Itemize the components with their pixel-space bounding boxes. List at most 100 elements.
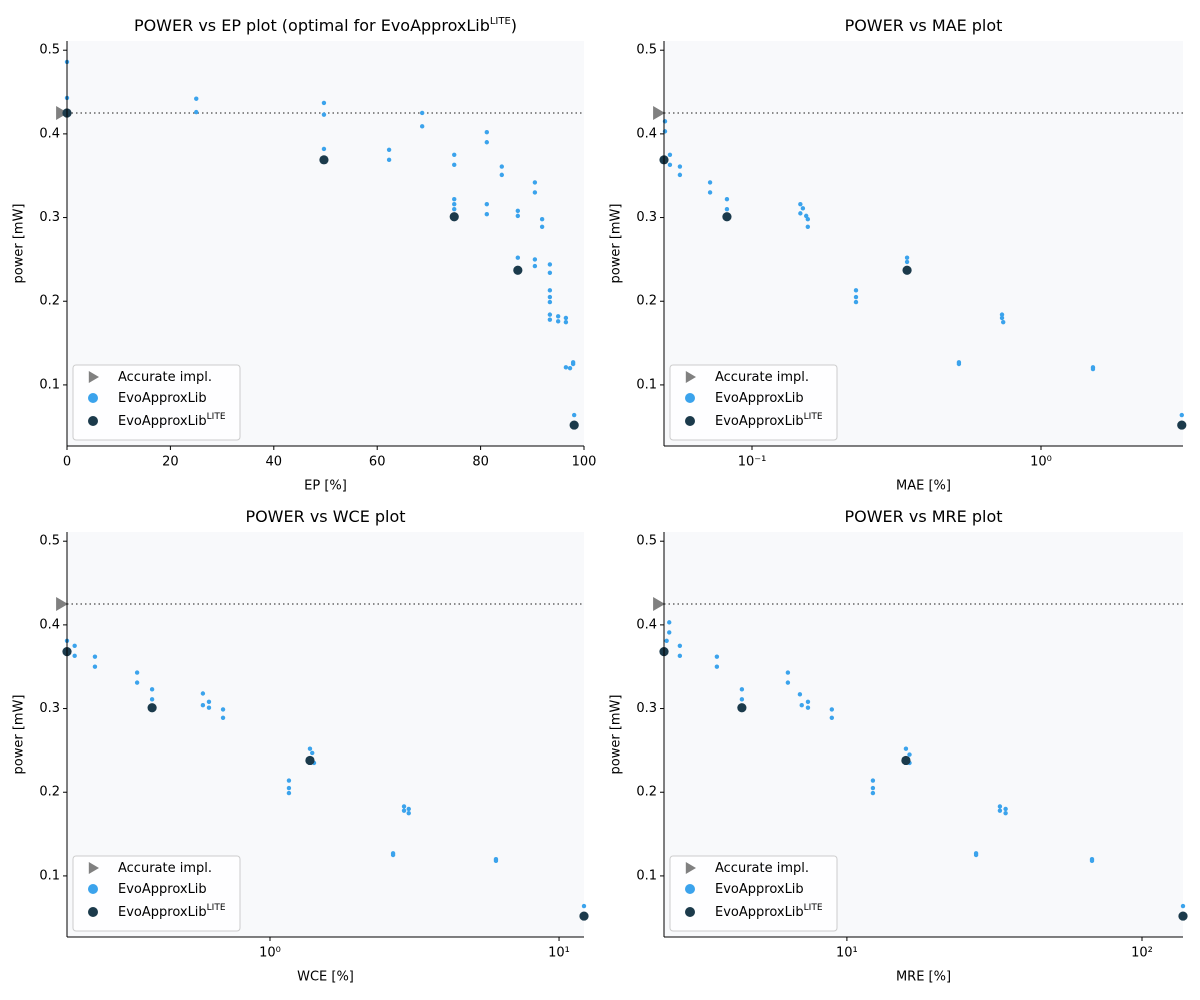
y-axis-label: power [mW] — [609, 204, 624, 284]
optimal-point — [1177, 420, 1187, 430]
accurate-marker — [653, 596, 665, 611]
legend-marker — [88, 393, 98, 403]
legend-label-part: EvoApproxLib — [715, 414, 804, 429]
point — [493, 858, 499, 864]
point — [739, 697, 745, 702]
point — [484, 140, 490, 145]
point — [149, 697, 155, 702]
point — [798, 201, 803, 207]
x-axis-label: MAE [%] — [896, 479, 951, 494]
point — [390, 852, 396, 858]
point — [539, 217, 545, 222]
point — [72, 643, 77, 649]
point — [452, 196, 457, 202]
chart-title: POWER vs WCE plot — [245, 507, 405, 526]
point — [829, 715, 835, 720]
y-tick-label: 0.2 — [39, 294, 60, 309]
point — [134, 680, 140, 685]
chart-title: POWER vs MRE plot — [844, 507, 1002, 526]
point — [904, 259, 910, 265]
optimal-point — [513, 265, 523, 275]
point — [870, 785, 876, 791]
x-tick-label: 10⁰ — [259, 946, 281, 961]
y-tick-label: 0.2 — [636, 785, 657, 800]
point — [664, 638, 669, 643]
point — [904, 255, 910, 260]
point — [532, 190, 538, 195]
point — [1003, 810, 1008, 816]
legend-label-part: EvoApproxLib — [118, 905, 207, 920]
point — [999, 312, 1005, 317]
point — [997, 804, 1003, 809]
optimal-point — [449, 212, 459, 222]
legend-label: Accurate impl. — [715, 370, 809, 385]
point — [220, 715, 226, 720]
point — [547, 317, 553, 322]
point — [220, 707, 226, 712]
point — [1003, 806, 1008, 812]
point — [72, 653, 77, 659]
point — [785, 670, 791, 675]
point — [563, 315, 569, 321]
point — [677, 172, 683, 178]
chart-title-part: POWER vs EP plot (optimal for EvoApproxL… — [134, 16, 490, 35]
chart-title: POWER vs EP plot (optimal for EvoApproxL… — [134, 16, 517, 35]
point — [532, 180, 538, 185]
point — [1089, 858, 1095, 864]
x-tick-label: 10² — [1131, 946, 1153, 961]
point — [149, 687, 155, 692]
x-tick-label: 20 — [162, 455, 179, 470]
y-axis-label: power [mW] — [12, 204, 27, 284]
point — [798, 211, 803, 216]
legend-label-part: Accurate impl. — [715, 861, 809, 876]
point — [539, 224, 545, 229]
point — [707, 190, 713, 195]
point — [547, 270, 553, 275]
point — [419, 124, 425, 129]
legend-label-part: Accurate impl. — [118, 861, 212, 876]
x-tick-label: 10¹ — [548, 946, 570, 961]
point — [714, 664, 720, 669]
legend-marker — [685, 371, 696, 383]
y-tick-label: 0.1 — [636, 377, 657, 392]
point — [563, 319, 569, 325]
legend-marker — [685, 907, 695, 917]
y-tick-label: 0.5 — [39, 534, 60, 549]
point — [419, 110, 425, 116]
point — [547, 262, 553, 267]
point — [499, 164, 504, 169]
point — [406, 806, 411, 812]
x-axis-label: EP [%] — [304, 479, 347, 494]
point — [92, 654, 98, 659]
legend-marker — [88, 416, 98, 426]
point — [563, 365, 569, 370]
optimal-point — [147, 703, 157, 713]
optimal-point — [737, 703, 747, 713]
point — [805, 705, 811, 710]
point — [797, 692, 803, 697]
point — [1180, 903, 1186, 909]
point — [667, 152, 673, 158]
point — [452, 162, 457, 168]
legend-marker — [88, 371, 99, 383]
legend-marker — [685, 884, 695, 894]
point — [853, 288, 859, 293]
point — [547, 288, 553, 293]
legend-label: EvoApproxLibLITE — [118, 903, 226, 920]
optimal-point — [722, 212, 732, 222]
point — [401, 804, 407, 809]
point — [206, 705, 212, 710]
point — [386, 147, 392, 152]
point — [499, 172, 504, 178]
point — [515, 208, 521, 214]
legend-label-part: EvoApproxLib — [715, 391, 804, 406]
legend-label: Accurate impl. — [118, 370, 212, 385]
point — [286, 778, 292, 783]
accurate-marker — [56, 105, 68, 120]
point — [707, 180, 713, 185]
legend-label-part: LITE — [207, 903, 226, 913]
point — [853, 299, 859, 305]
legend-marker — [685, 416, 695, 426]
legend-box — [72, 855, 241, 932]
y-tick-label: 0.4 — [636, 617, 657, 632]
